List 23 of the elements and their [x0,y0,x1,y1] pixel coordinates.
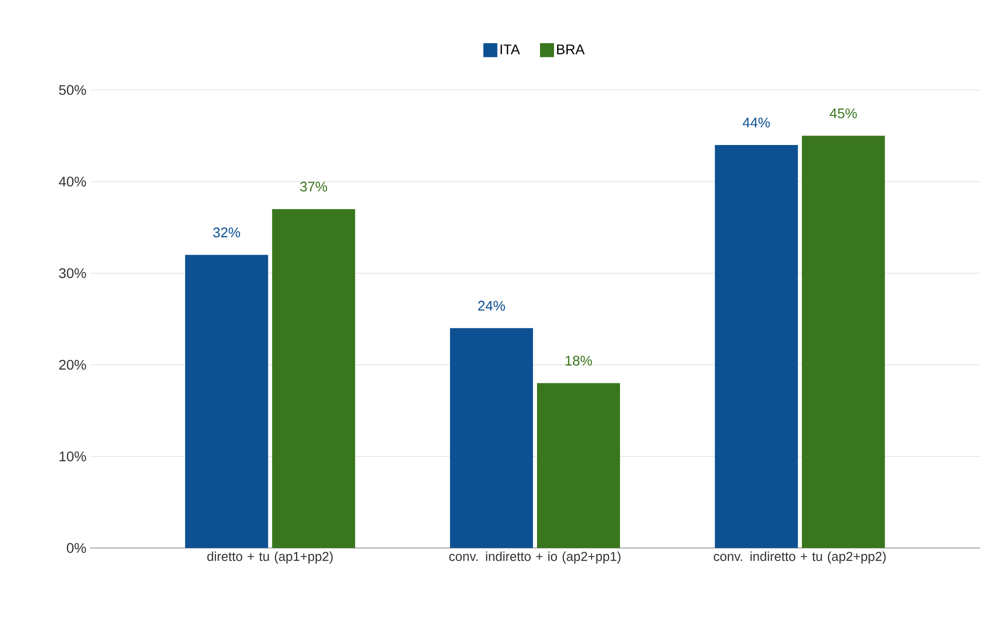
data-label: 24% [478,300,505,311]
data-label: 18% [566,356,592,366]
bar [450,328,534,548]
bar [185,254,268,548]
y-tick-label: 50% [59,85,86,95]
y-tick-label: 20% [59,360,86,370]
y-tick-label: 0% [66,543,86,553]
y-tick-label: 30% [59,268,86,278]
y-tick-label: 10% [60,451,86,462]
y-tick-label: 40% [58,176,86,187]
bar [272,209,356,548]
data-label: 45% [830,108,857,118]
bar [537,383,620,548]
x-tick-label: conv. indiretto + tu (ap2+pp2) [714,552,886,564]
bar [802,136,885,548]
x-tick-label: diretto + tu (ap1+pp2) [207,552,333,564]
data-label: 32% [213,227,240,238]
bar [714,144,798,548]
x-tick-label: conv. indiretto + io (ap2+pp1) [449,552,620,564]
legend-label: ITA [500,44,520,54]
data-label: 37% [300,182,328,192]
legend-label: BRA [557,44,585,54]
data-label: 44% [742,118,770,128]
